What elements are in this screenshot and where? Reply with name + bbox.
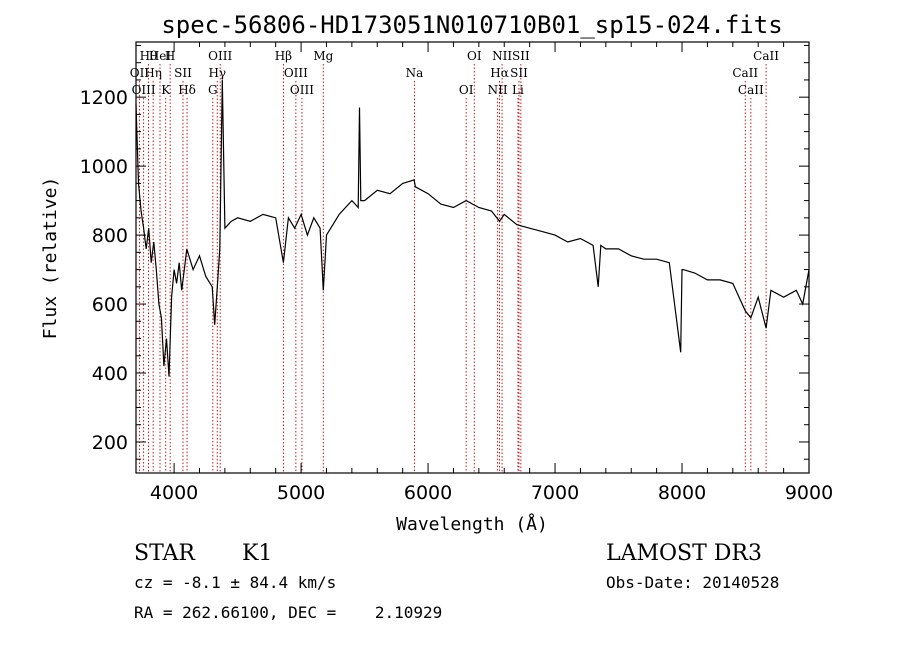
spectral-line-label: OIII [284,66,308,80]
spectral-line-label: CaII [738,83,764,97]
spectral-line-label: Mg [313,49,333,63]
survey-name: LAMOST DR3 [606,541,762,566]
plot-frame [135,41,810,474]
x-tick-label: 9000 [785,482,833,504]
spectral-line-label: Hα [490,66,509,80]
y-tick-label: 600 [92,294,128,316]
chart-title: spec-56806-HD173051N010710B01_sp15-024.f… [161,11,782,39]
spectral-line-label: Hγ [208,66,226,80]
x-tick-label: 7000 [531,482,579,504]
spectral-line-labels: Hθ OII OIII HeI Hη K H SII Hδ OIII Hγ G Hβ OIII OIII Mg… [130,49,779,97]
x-tick-label: 8000 [658,482,706,504]
y-tick-label: 200 [92,432,128,454]
redshift-text: cz = -8.1 ± 84.4 km/s [134,573,336,592]
spectral-line-label: Li [512,83,524,97]
x-axis-ticks: 4000 5000 6000 7000 8000 9000 [150,42,833,504]
y-tick-label: 800 [92,225,128,247]
obs-date-text: Obs-Date: 20140528 [606,573,779,592]
spectral-line-label: SII [510,66,528,80]
spectral-line-label: OIII [132,83,156,97]
y-tick-label: 1200 [80,87,128,109]
spectral-line-label: Hθ [140,49,158,63]
spectral-line-markers [138,64,767,473]
spectral-line-label: NII [488,83,508,97]
spectral-line-label: G [208,83,218,97]
spectral-line-label: NII [492,49,512,63]
x-tick-label: 5000 [277,482,325,504]
spectrum-line [135,79,810,377]
spectral-line-label: SII [512,49,530,63]
spectral-line-label: OIII [290,83,314,97]
y-axis-label: Flux (relative) [40,177,61,340]
spectral-line-label: Hδ [178,83,196,97]
object-subclass: K1 [242,541,272,566]
spectral-line-label: OIII [208,49,232,63]
spectral-line-label: CaII [753,49,779,63]
spectral-line-label: OII [130,66,150,80]
spectral-line-label: Hη [144,66,162,80]
x-tick-label: 4000 [150,482,198,504]
spectral-line-label: HeI [149,49,172,63]
coordinates-text: RA = 262.66100, DEC = 2.10929 [134,603,442,622]
x-axis-label: Wavelength (Å) [396,513,548,535]
spectral-line-label: Hβ [275,49,292,63]
spectral-line-label: Na [406,66,424,80]
y-axis-ticks: 200 400 600 800 1000 1200 [80,44,809,460]
spectral-line-label: SII [174,66,192,80]
spectral-line-label: H [165,49,175,63]
spectral-line-label: CaII [732,66,758,80]
y-tick-label: 400 [92,363,128,385]
spectral-line-label: OI [467,49,482,63]
spectral-line-label: K [161,83,171,97]
spectral-line-label: OI [459,83,474,97]
y-tick-label: 1000 [80,156,128,178]
object-class: STAR [134,541,196,566]
x-tick-label: 6000 [404,482,452,504]
